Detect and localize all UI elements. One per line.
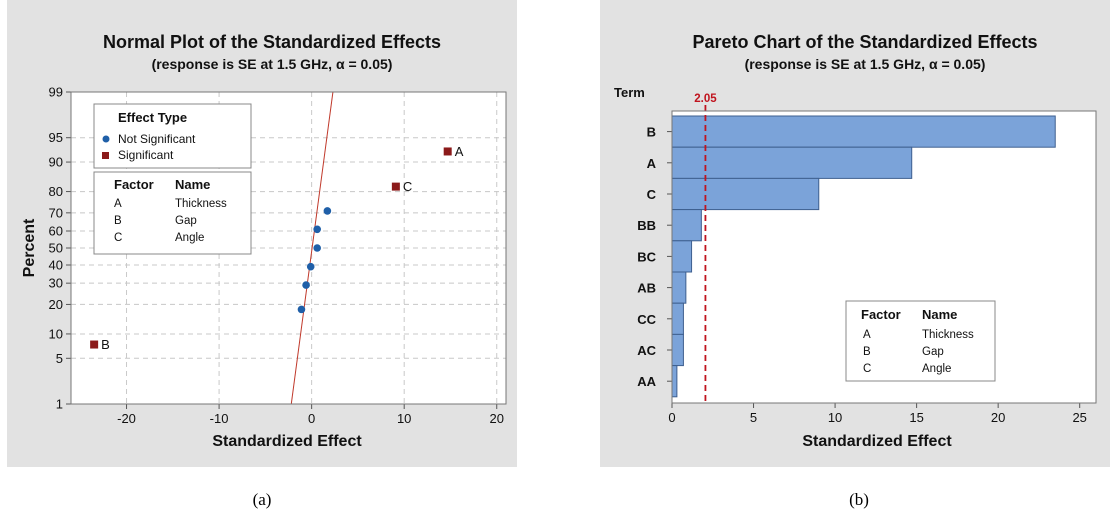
not-significant-point xyxy=(323,207,332,215)
effect-type-legend: Effect Type Not Significant Significant xyxy=(93,103,252,169)
factor-table-left-row-a-name: Thickness xyxy=(175,198,227,210)
caption-a: (a) xyxy=(252,490,272,509)
pareto-term-ac: AC xyxy=(637,343,656,358)
pareto-bar-ac xyxy=(671,333,684,367)
pareto-term-bc: BC xyxy=(637,249,656,264)
pareto-chart: Pareto Chart of the Standardized Effects… xyxy=(600,0,1110,467)
not-significant-legend-marker xyxy=(102,135,110,143)
normal-plot-y-tick-label: 10 xyxy=(49,326,63,341)
significant-point-label-b: B xyxy=(101,337,110,352)
pareto-term-b: B xyxy=(647,125,656,140)
pareto-x-tick-label: 15 xyxy=(909,410,923,425)
significant-legend-label: Significant xyxy=(118,148,174,162)
not-significant-point xyxy=(297,305,306,314)
normal-plot-y-tick-label: 95 xyxy=(49,130,63,145)
normal-plot-border xyxy=(70,91,507,405)
pareto-x-tick-label: 10 xyxy=(828,410,842,425)
pareto-term-label: Term xyxy=(614,85,645,100)
factor-table-left-header-factor: Factor xyxy=(114,177,154,192)
normal-plot-fit-line xyxy=(290,91,334,405)
not-significant-point xyxy=(313,225,321,234)
significant-point-label-c: C xyxy=(403,179,412,194)
factor-table-right-row-c-factor: C xyxy=(863,363,871,375)
normal-plot-y-tick-label: 5 xyxy=(56,351,63,366)
not-significant-point xyxy=(306,262,315,271)
normal-plot-x-tick-label: -20 xyxy=(117,411,136,426)
pareto-bar-bb xyxy=(671,209,702,242)
factor-table-left-row-b-factor: B xyxy=(114,215,122,227)
normal-plot-y-tick-label: 30 xyxy=(49,276,63,291)
pareto-x-axis-label: Standardized Effect xyxy=(802,433,952,450)
effect-type-legend-title: Effect Type xyxy=(118,110,187,125)
normal-plot-y-tick-label: 1 xyxy=(56,397,63,412)
pareto-bar-b xyxy=(671,115,1056,148)
pareto-bar-a xyxy=(671,146,913,179)
factor-table-left-row-a-factor: A xyxy=(114,198,122,210)
normal-plot-y-tick-label: 40 xyxy=(49,257,63,272)
caption-b: (b) xyxy=(849,490,869,509)
pareto-subtitle: (response is SE at 1.5 GHz, α = 0.05) xyxy=(745,56,986,72)
not-significant-point xyxy=(302,281,310,289)
normal-plot-y-tick-label: 80 xyxy=(49,184,63,199)
factor-table-left-header-name: Name xyxy=(175,177,210,192)
factor-table-right-row-a-factor: A xyxy=(863,329,871,341)
significant-point-c xyxy=(391,182,400,191)
pareto-term-a: A xyxy=(647,156,657,171)
normal-plot-y-tick-label: 99 xyxy=(49,85,63,100)
pareto-bar-ab xyxy=(671,271,687,304)
not-significant-point xyxy=(313,244,321,252)
pareto-title: Pareto Chart of the Standardized Effects xyxy=(692,32,1037,52)
normal-plot-y-tick-label: 50 xyxy=(49,241,63,256)
pareto-term-cc: CC xyxy=(637,312,656,327)
factor-table-right-header-factor: Factor xyxy=(861,307,901,322)
normal-plot-y-tick-label: 90 xyxy=(49,155,63,170)
pareto-bar-cc xyxy=(671,302,684,335)
factor-table-right-row-b-name: Gap xyxy=(922,346,944,358)
factor-table-left-row-b-name: Gap xyxy=(175,215,197,227)
factor-table-right-row-c-name: Angle xyxy=(922,363,951,375)
pareto-term-aa: AA xyxy=(637,374,656,389)
normal-plot-x-axis-label: Standardized Effect xyxy=(212,433,362,450)
significant-point-b xyxy=(90,340,99,349)
pareto-term-bb: BB xyxy=(637,218,656,233)
factor-table-right: Factor Name A Thickness B Gap C Angle xyxy=(845,300,996,382)
pareto-bar-c xyxy=(671,177,820,211)
factor-table-right-row-a-name: Thickness xyxy=(922,329,974,341)
normal-plot-y-axis-label: Percent xyxy=(21,218,38,277)
normal-plot-x-tick-label: 20 xyxy=(490,411,504,426)
factor-table-left: Factor Name A Thickness B Gap C Angle xyxy=(93,171,252,255)
factor-table-right-header-name: Name xyxy=(922,307,957,322)
pareto-term-c: C xyxy=(647,187,657,202)
factor-table-left-row-c-factor: C xyxy=(114,232,122,244)
factor-table-right-row-b-factor: B xyxy=(863,346,871,358)
pareto-bar-aa xyxy=(671,365,678,398)
normal-plot-title: Normal Plot of the Standardized Effects xyxy=(103,32,441,52)
pareto-x-tick-label: 25 xyxy=(1072,410,1086,425)
pareto-term-ab: AB xyxy=(637,281,656,296)
factor-table-left-row-c-name: Angle xyxy=(175,232,204,244)
pareto-plot-border xyxy=(671,110,1097,404)
pareto-x-tick-label: 20 xyxy=(991,410,1005,425)
significant-point-label-a: A xyxy=(455,144,464,159)
significant-point-a xyxy=(443,147,452,156)
normal-plot-x-tick-label: 0 xyxy=(308,411,315,426)
normal-plot-subtitle: (response is SE at 1.5 GHz, α = 0.05) xyxy=(152,56,393,72)
normal-plot-y-tick-label: 20 xyxy=(49,297,63,312)
pareto-x-tick-label: 5 xyxy=(750,410,757,425)
normal-plot-y-tick-label: 60 xyxy=(49,224,63,239)
not-significant-legend-label: Not Significant xyxy=(118,132,196,146)
pareto-x-tick-label: 0 xyxy=(668,410,675,425)
normal-plot-chart: Normal Plot of the Standardized Effects … xyxy=(7,0,517,467)
significant-legend-marker xyxy=(102,152,109,159)
normal-plot-x-tick-label: 10 xyxy=(397,411,411,426)
normal-plot-x-tick-label: -10 xyxy=(210,411,229,426)
normal-plot-y-tick-label: 70 xyxy=(49,205,63,220)
pareto-bar-bc xyxy=(671,240,693,273)
pareto-reference-label: 2.05 xyxy=(694,93,717,105)
